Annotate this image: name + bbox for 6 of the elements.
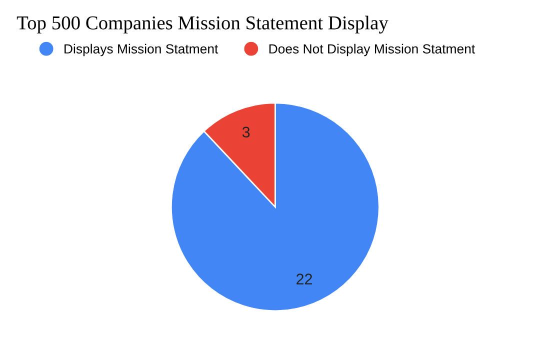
pie-slice [170,102,380,312]
legend-label: Does Not Display Mission Statment [269,44,476,56]
data-label: 22 [296,274,312,284]
data-label: 3 [242,126,250,138]
legend-label: Displays Mission Statment [64,44,218,56]
chart-title: Top 500 Companies Mission Statement Display [16,16,388,34]
